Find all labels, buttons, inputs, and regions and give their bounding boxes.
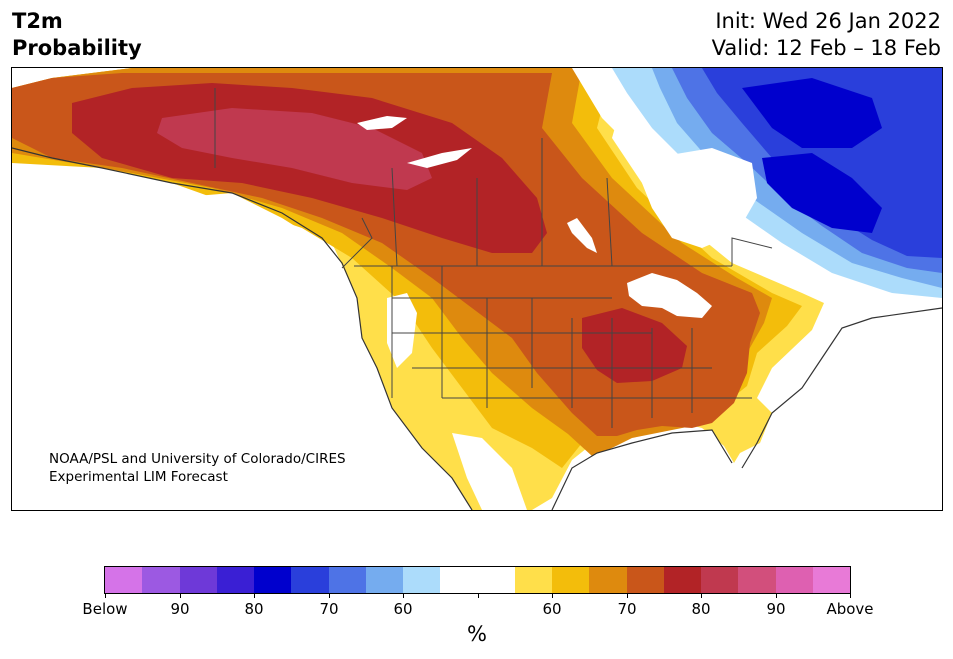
colorbar-label: 70 [319, 600, 339, 618]
coastlines [12, 147, 942, 510]
colorbar-tick [254, 593, 255, 598]
gulf-of-mexico [552, 430, 732, 510]
colorbar-tick [105, 593, 106, 598]
colorbar-cell-14 [626, 567, 664, 593]
atlantic-ocean [742, 308, 942, 510]
colorbar-cell-16 [701, 567, 739, 593]
great-lakes [627, 273, 712, 318]
colorbar-tick [776, 593, 777, 598]
title-right: Init: Wed 26 Jan 2022 Valid: 12 Feb – 18… [712, 8, 941, 62]
colorbar-tick [478, 593, 479, 598]
colorbar-label: 90 [766, 600, 786, 618]
colorbar-cell-8 [403, 567, 441, 593]
colorbar-cell-0 [105, 567, 143, 593]
great-bear-lake [357, 116, 407, 130]
colorbar-tick [180, 593, 181, 598]
colorbar-cell-15 [663, 567, 701, 593]
above-85-midwest-region [582, 308, 687, 383]
neutral-region-mexico [452, 433, 527, 510]
colorbar-tick [552, 593, 553, 598]
great-slave-lake [407, 148, 472, 168]
colorbar-units: % [467, 622, 487, 646]
colorbar-cell-12 [552, 567, 590, 593]
colorbar-cell-7 [365, 567, 403, 593]
colorbar-label: 70 [617, 600, 637, 618]
above-90-region [157, 108, 432, 190]
colorbar-cell-10 [477, 567, 515, 593]
neutral-region-sw [387, 293, 417, 368]
colorbar-cell-17 [738, 567, 776, 593]
colorbar-cell-19 [812, 567, 850, 593]
variable-title: T2m [12, 9, 63, 33]
colorbar-cell-4 [254, 567, 292, 593]
colorbar-tick [403, 593, 404, 598]
colorbar-cell-18 [775, 567, 813, 593]
colorbar-tick [850, 593, 851, 598]
colorbar [104, 566, 851, 594]
hudson-bay [642, 148, 757, 248]
colorbar-cell-11 [514, 567, 552, 593]
boundaries [214, 88, 773, 428]
colorbar-cell-2 [179, 567, 217, 593]
probability-map [12, 68, 942, 510]
below-max-labrador [762, 153, 882, 233]
colorbar-tick [701, 593, 702, 598]
valid-range: Valid: 12 Feb – 18 Feb [711, 36, 941, 60]
colorbar-label: 80 [244, 600, 264, 618]
metric-title: Probability [12, 36, 142, 60]
colorbar-label: Below [82, 600, 128, 618]
colorbar-tick [329, 593, 330, 598]
colorbar-cell-9 [440, 567, 478, 593]
init-date: Init: Wed 26 Jan 2022 [715, 9, 941, 33]
colorbar-cell-5 [291, 567, 329, 593]
map-panel: NOAA/PSL and University of Colorado/CIRE… [11, 67, 943, 511]
colorbar-cell-6 [328, 567, 366, 593]
colorbar-label: 90 [170, 600, 190, 618]
colorbar-tick [627, 593, 628, 598]
colorbar-cell-3 [216, 567, 254, 593]
colorbar-label: Above [826, 600, 874, 618]
colorbar-cell-13 [589, 567, 627, 593]
below-max-region [742, 78, 882, 148]
colorbar-label: 60 [393, 600, 413, 618]
colorbar-cell-1 [142, 567, 180, 593]
lake-winnipeg [567, 218, 597, 253]
title-left: T2m Probability [12, 8, 142, 62]
colorbar-label: 80 [691, 600, 711, 618]
pacific-ocean [12, 193, 472, 510]
credit-line-1: NOAA/PSL and University of Colorado/CIRE… [49, 451, 346, 467]
colorbar-label: 60 [542, 600, 562, 618]
credit-line-2: Experimental LIM Forecast [49, 469, 228, 485]
